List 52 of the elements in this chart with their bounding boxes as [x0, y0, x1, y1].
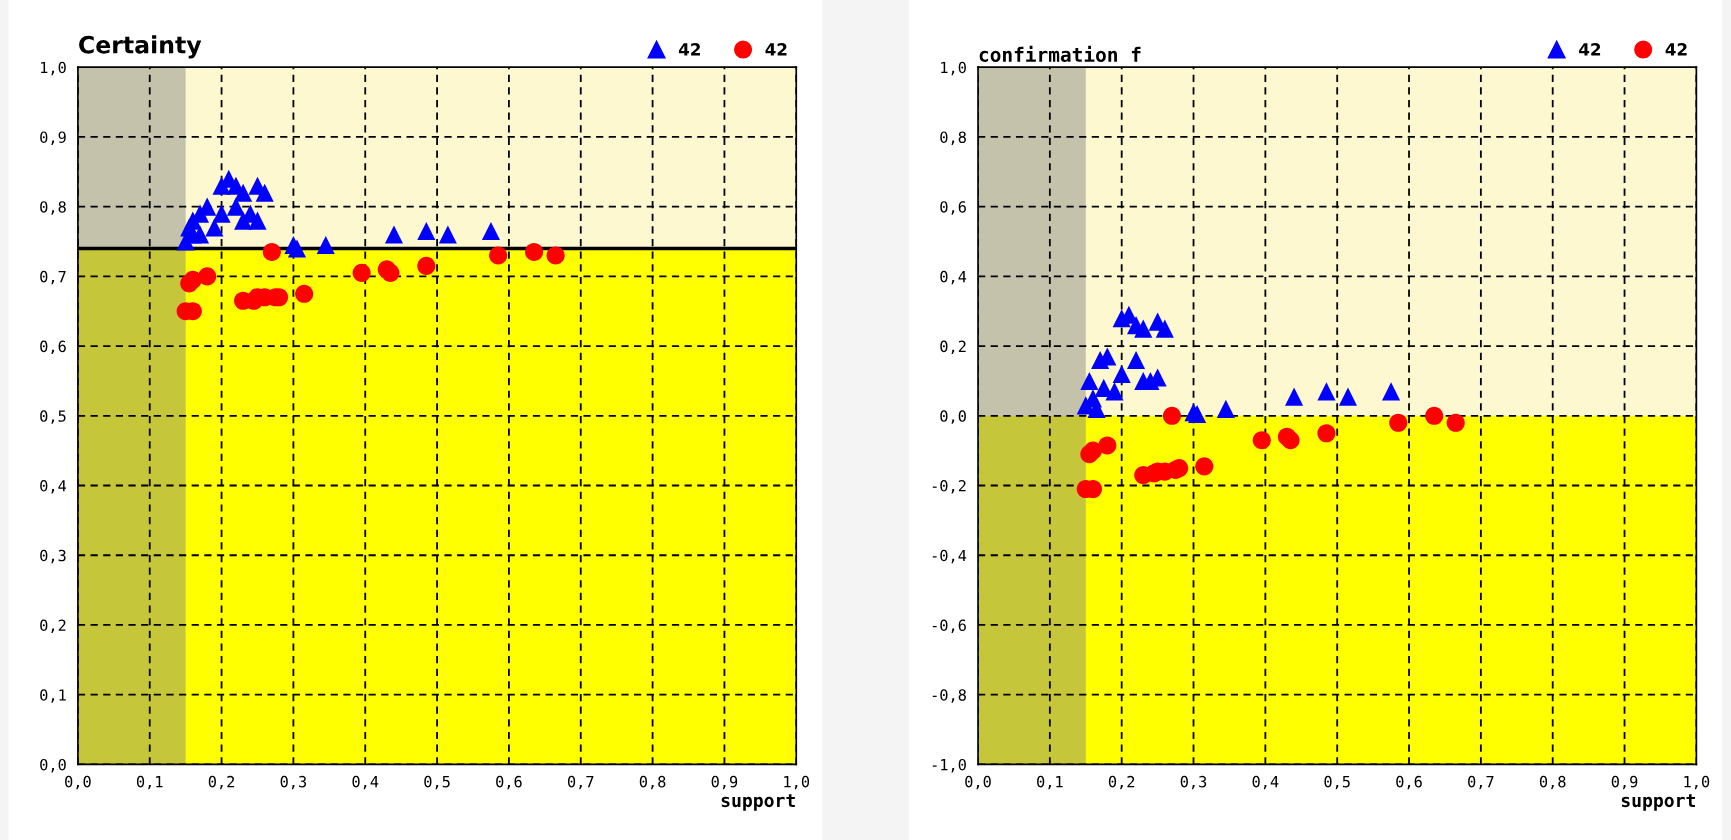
x-tick-label: 0,8	[1539, 775, 1566, 790]
y-tick-label: 0,0	[940, 410, 966, 424]
y-tick-label: 0,4	[940, 270, 967, 285]
y-tick-label: 0,3	[40, 549, 66, 564]
chart-title: Certainty	[79, 35, 202, 59]
x-tick-label: 0,4	[352, 775, 379, 790]
x-tick-label: 0,9	[1611, 775, 1638, 790]
legend-label: 42	[765, 43, 787, 56]
legend-label: 42	[1665, 43, 1687, 56]
x-tick-label: 0,8	[639, 775, 666, 790]
x-tick-label: 0,2	[208, 775, 235, 790]
x-tick-label: 0,0	[65, 775, 91, 790]
x-axis-title: support	[1621, 794, 1695, 811]
y-tick-label: -0,8	[932, 689, 966, 703]
y-tick-label: 1,0	[41, 61, 66, 76]
y-tick-label: 0,6	[40, 340, 66, 355]
y-tick-label: 0,0	[40, 758, 66, 773]
y-tick-label: 0,1	[40, 689, 66, 703]
y-tick-label: -0,4	[932, 549, 967, 564]
y-tick-label: 0,9	[40, 131, 66, 145]
x-tick-label: 0,0	[965, 775, 991, 790]
x-tick-label: 0,1	[136, 775, 163, 790]
x-tick-label: 0,7	[567, 775, 594, 790]
y-tick-label: 0,2	[40, 619, 66, 633]
x-tick-label: 0,5	[1324, 775, 1350, 790]
y-tick-label: 0,2	[940, 340, 966, 355]
x-tick-label: 0,3	[280, 775, 307, 790]
x-tick-label: 0,7	[1468, 775, 1494, 790]
chart-title: confirmation f	[979, 45, 1141, 62]
y-tick-label: 0,4	[40, 480, 67, 494]
legend-label: 42	[1579, 43, 1601, 56]
x-tick-label: 0,3	[1180, 775, 1207, 790]
y-tick-label: 0,6	[940, 201, 966, 215]
y-tick-label: 0,8	[40, 201, 66, 215]
x-tick-label: 0,2	[1108, 775, 1135, 790]
x-tick-label: 0,4	[1252, 775, 1279, 790]
x-tick-label: 0,1	[1037, 775, 1063, 790]
y-tick-label: 0,8	[940, 131, 966, 145]
y-tick-label: 0,5	[40, 410, 66, 424]
x-tick-label: 0,6	[1396, 775, 1422, 790]
legend-label: 42	[678, 43, 700, 56]
x-tick-label: 1,0	[1684, 775, 1710, 790]
y-tick-label: 1,0	[941, 61, 966, 76]
x-tick-label: 0,5	[424, 775, 450, 790]
x-tick-label: 1,0	[784, 775, 810, 790]
x-tick-label: 0,6	[496, 775, 522, 790]
y-tick-label: -0,2	[932, 480, 966, 494]
y-tick-label: -1,0	[932, 758, 966, 773]
x-axis-title: support	[721, 794, 795, 811]
y-tick-label: 0,7	[40, 270, 66, 285]
x-tick-label: 0,9	[711, 775, 738, 790]
y-tick-label: -0,6	[932, 619, 966, 633]
